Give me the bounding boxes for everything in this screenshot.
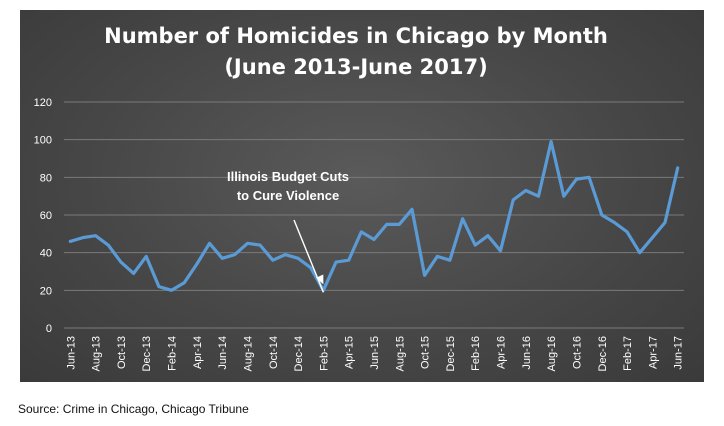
chart-title: Number of Homicides in Chicago by Month	[104, 24, 608, 48]
x-tick-label: Jun-16	[521, 336, 533, 370]
x-tick-label: Dec-14	[293, 336, 305, 371]
x-tick-label: Dec-16	[597, 336, 609, 371]
series-layer	[68, 140, 680, 292]
x-tick-label: Feb-16	[470, 336, 482, 371]
x-tick-label: Aug-16	[546, 336, 558, 371]
x-axis-ticks: Jun-13 Aug-13 Oct-13 Dec-13 Feb-14 Apr-14 Jun-…	[65, 336, 684, 371]
x-tick-label: Oct-16	[571, 336, 583, 369]
chart-subtitle: (June 2013-June 2017)	[224, 55, 487, 79]
x-tick-label: Jun-17	[673, 336, 685, 370]
x-tick-label: Feb-14	[167, 336, 179, 371]
y-tick-label: 80	[40, 172, 52, 184]
x-tick-label: Aug-15	[394, 336, 406, 371]
grid-lines	[64, 101, 684, 329]
y-tick-label: 0	[46, 323, 52, 335]
x-tick-label: Oct-13	[116, 336, 128, 369]
y-tick-label: 120	[34, 97, 52, 109]
y-tick-label: 20	[40, 285, 52, 297]
x-tick-label: Jun-15	[369, 336, 381, 370]
annotation-layer: Illinois Budget Cuts to Cure Violence	[227, 169, 349, 293]
x-tick-label: Feb-17	[622, 336, 634, 371]
x-tick-label: Aug-13	[91, 336, 103, 371]
x-tick-label: Apr-16	[496, 336, 508, 369]
annotation-arrow-shaft	[293, 219, 325, 293]
series-line	[68, 140, 680, 292]
homicides-line-chart: Number of Homicides in Chicago by Month …	[34, 24, 685, 371]
y-tick-label: 60	[40, 210, 52, 222]
x-tick-label: Apr-15	[344, 336, 356, 369]
x-tick-label: Apr-17	[647, 336, 659, 369]
annotation-arrow-head	[316, 274, 324, 285]
y-tick-label: 100	[34, 135, 52, 147]
annotation-text: to Cure Violence	[237, 188, 339, 203]
chart-panel: Number of Homicides in Chicago by Month …	[20, 10, 704, 382]
x-tick-label: Dec-15	[445, 336, 457, 371]
x-tick-label: Apr-14	[192, 336, 204, 369]
source-note: Source: Crime in Chicago, Chicago Tribun…	[18, 402, 249, 416]
x-tick-label: Feb-15	[318, 336, 330, 371]
x-tick-label: Dec-13	[141, 336, 153, 371]
x-tick-label: Jun-13	[65, 336, 77, 370]
annotation-text: Illinois Budget Cuts	[227, 169, 349, 184]
x-tick-label: Oct-15	[420, 336, 432, 369]
x-tick-label: Jun-14	[217, 336, 229, 370]
y-axis-ticks: 0 20 40 60 80 100 120	[34, 97, 52, 335]
y-tick-label: 40	[40, 248, 52, 260]
x-tick-label: Aug-14	[242, 336, 254, 371]
x-tick-label: Oct-14	[268, 336, 280, 369]
